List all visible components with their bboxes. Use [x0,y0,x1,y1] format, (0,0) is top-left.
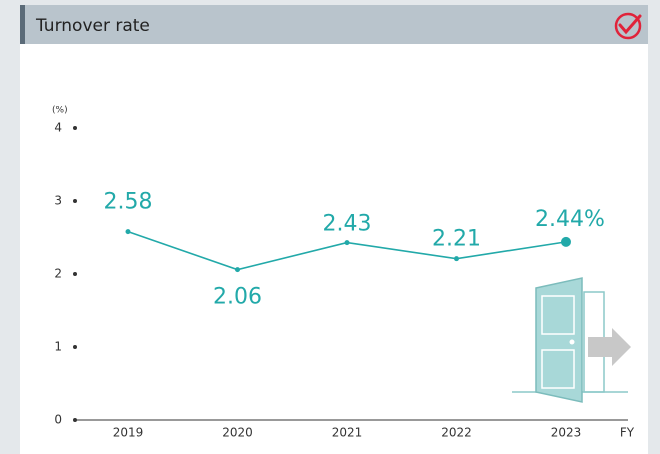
page: {"chart_data": {"type": "line", "title":… [0,0,660,454]
point [235,267,240,272]
chart: Turnover rate (%) FY 0 1 2 3 4 2019 2020 2021 20… [0,0,660,454]
y-tick-label: 2 [54,267,62,281]
x-tick-label: 2022 [441,426,472,440]
data-label: 2.58 [104,190,153,215]
y-axis-label: (%) [52,106,68,116]
x-tick-label: 2023 [551,426,582,440]
x-tick-label: 2019 [113,426,144,440]
x-tick-label: 2021 [332,426,363,440]
x-axis-label: FY [620,426,635,440]
data-label: 2.43 [323,212,372,237]
data-label: 2.21 [432,227,481,252]
y-tick-label: 4 [54,121,62,135]
y-tick [73,126,77,130]
header-accent [20,5,25,44]
y-tick-label: 0 [54,413,62,427]
point [126,229,131,234]
y-tick [73,272,77,276]
data-label: 2.06 [213,285,262,310]
y-tick [73,418,77,422]
point [454,256,459,261]
point [345,240,350,245]
chart-title: Turnover rate [35,16,150,36]
x-tick-label: 2020 [222,426,253,440]
y-tick [73,199,77,203]
data-label: 2.44% [535,207,605,232]
point [561,237,571,247]
y-tick-label: 1 [54,340,62,354]
y-tick [73,345,77,349]
y-tick-label: 3 [54,194,62,208]
